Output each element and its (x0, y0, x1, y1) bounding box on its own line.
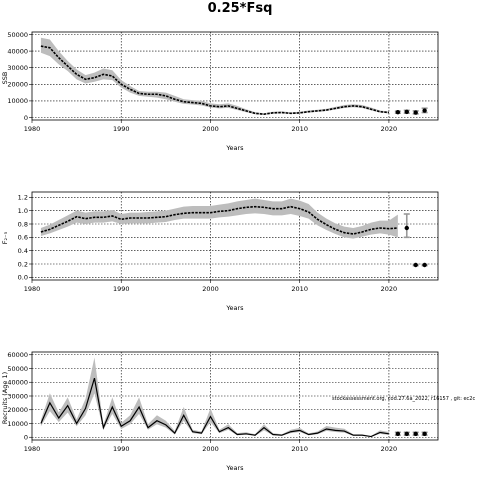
estimate-line (40, 377, 390, 438)
y-tick-label: 0.4 (18, 247, 28, 255)
forecast-point (413, 110, 418, 115)
y-tick-label: 1.0 (18, 207, 28, 215)
estimate-line (40, 205, 398, 235)
y-tick-label: 0 (24, 114, 28, 122)
confidence-band (40, 357, 389, 437)
forecast-point (404, 109, 409, 115)
forecast-point (422, 108, 427, 113)
x-tick-label: 2010 (291, 445, 308, 453)
x-tick-label: 2000 (202, 125, 219, 133)
forecast-point (422, 431, 427, 437)
forecast-point (404, 225, 409, 231)
x-tick-label: 2010 (291, 125, 308, 133)
figure-title: 0.25*Fsq (208, 1, 273, 16)
forecast-point (395, 431, 401, 437)
y-tick-label: 0 (24, 434, 28, 442)
x-tick-label: 1990 (113, 285, 130, 293)
y-axis-label: SSB (1, 72, 9, 85)
ssb-panel: 1980 1990 2000 2010 2020 0 10000 20000 30000 4000… (1, 31, 439, 152)
y-tick-label: 1.2 (18, 194, 28, 202)
x-tick-label: 1980 (24, 445, 41, 453)
forecast-point (422, 262, 427, 268)
fishing-mortality-panel: 1980 1990 2000 2010 2020 0.0 0.2 0.4 0.6 0.8 1.0 1.… (1, 191, 439, 312)
x-tick-label: 1990 (113, 445, 130, 453)
y-tick-label: 50000 (7, 365, 28, 373)
x-axis-label: Years (225, 464, 244, 472)
y-tick-label: 0.0 (18, 274, 28, 282)
x-tick-label: 2010 (291, 285, 308, 293)
forecast-point (413, 262, 418, 268)
y-tick-label: 20000 (7, 81, 28, 89)
y-tick-label: 0.8 (18, 220, 28, 228)
x-axis-label: Years (225, 144, 244, 152)
y-tick-label: 10000 (7, 97, 28, 105)
confidence-band (40, 37, 389, 115)
y-tick-label: 0.6 (18, 234, 28, 242)
y-tick-label: 40000 (7, 379, 28, 387)
y-tick-label: 60000 (7, 351, 28, 359)
plot-frame (31, 191, 439, 281)
x-tick-label: 1980 (24, 285, 41, 293)
x-tick-label: 2000 (202, 445, 219, 453)
forecast-point (404, 431, 409, 437)
x-tick-label: 2020 (381, 285, 398, 293)
y-axis-label: Recruits (Age 1) (1, 372, 9, 424)
y-tick-label: 40000 (7, 47, 28, 55)
y-tick-label: 20000 (7, 406, 28, 414)
x-tick-label: 2000 (202, 285, 219, 293)
y-tick-label: 10000 (7, 420, 28, 428)
estimate-line (40, 45, 389, 115)
y-tick-label: 0.2 (18, 260, 28, 268)
forecast-point (413, 431, 418, 437)
x-axis-label: Years (225, 304, 244, 312)
x-tick-label: 2020 (381, 445, 398, 453)
y-axis-label: F₂₋₅ (1, 231, 9, 244)
recruitment-panel: 1980 1990 2000 2010 2020 0 10000 20000 30000 4000… (1, 351, 439, 472)
x-tick-label: 1990 (113, 125, 130, 133)
confidence-band (40, 198, 398, 239)
y-tick-label: 30000 (7, 64, 28, 72)
y-tick-label: 50000 (7, 31, 28, 39)
plot-frame (31, 31, 439, 121)
y-tick-label: 30000 (7, 392, 28, 400)
x-tick-label: 1980 (24, 125, 41, 133)
source-annotation: stockassessment.org, cod.27.6a_2022, r16… (332, 396, 475, 402)
x-tick-label: 2020 (381, 125, 398, 133)
forecast-point (395, 109, 401, 115)
